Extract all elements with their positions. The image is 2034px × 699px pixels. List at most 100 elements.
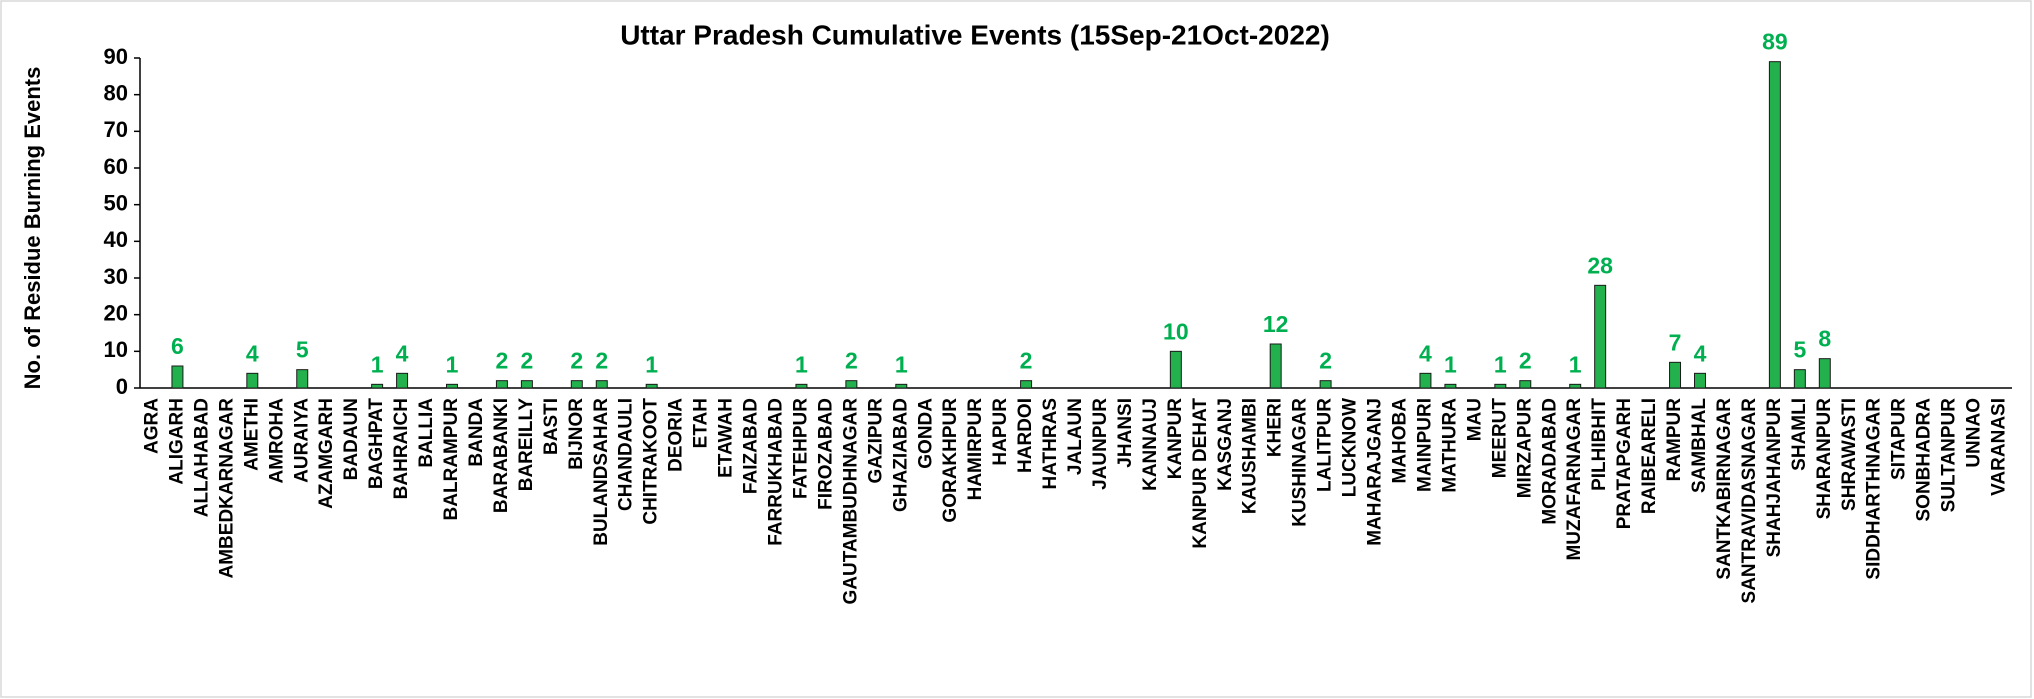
x-tick-label: BANDA (466, 398, 487, 467)
x-tick-label: BULANDSAHAR (591, 398, 612, 546)
data-label: 10 (1163, 318, 1189, 344)
x-tick-label: KANNAUJ (1140, 398, 1161, 491)
x-tick-label: BARABANKI (491, 398, 512, 513)
x-tick-label: BIJNOR (566, 398, 587, 470)
x-tick-label: SHRAWASTI (1839, 398, 1860, 511)
x-tick-label: BASTI (541, 398, 562, 455)
data-label: 2 (1519, 348, 1532, 374)
x-tick-label: MIRZAPUR (1514, 398, 1535, 499)
y-tick-label: 0 (116, 374, 128, 399)
data-label: 1 (1569, 351, 1582, 377)
x-tick-label: DEORIA (666, 398, 687, 472)
x-tick-label: MATHURA (1439, 398, 1460, 493)
x-tick-label: KHERI (1265, 398, 1286, 457)
x-tick-label: MAHOBA (1389, 398, 1410, 484)
bar (296, 369, 309, 389)
x-tick-label: SIDDHARTHNAGAR (1864, 398, 1885, 580)
chart-title: Uttar Pradesh Cumulative Events (15Sep-2… (620, 19, 1330, 50)
y-axis-label: No. of Residue Burning Events (20, 67, 45, 390)
x-tick-label: MUZAFARNAGAR (1564, 398, 1585, 561)
x-tick-label: GAUTAMBUDHNAGAR (840, 398, 861, 605)
x-tick-label: JALAUN (1065, 398, 1086, 475)
x-tick-label: GAZIPUR (865, 398, 886, 484)
bar (171, 365, 184, 389)
x-tick-label: JAUNPUR (1090, 398, 1111, 490)
y-tick-label: 60 (104, 154, 128, 179)
bar (396, 372, 409, 389)
data-label: 6 (171, 333, 184, 359)
x-tick-label: SHARANPUR (1814, 398, 1835, 520)
x-tick-label: MORADABAD (1539, 398, 1560, 525)
x-tick-label: FARRUKHABAD (765, 398, 786, 546)
x-tick-label: UNNAO (1964, 398, 1985, 468)
x-tick-label: LUCKNOW (1340, 398, 1361, 497)
x-tick-label: AGRA (141, 398, 162, 454)
x-tick-label: KASGANJ (1215, 398, 1236, 491)
bar (595, 380, 608, 389)
x-tick-label: FIROZABAD (815, 398, 836, 510)
bar (1818, 358, 1831, 389)
bar (1793, 369, 1806, 389)
data-label: 2 (1319, 348, 1332, 374)
x-tick-label: PILHIBHIT (1589, 398, 1610, 491)
data-label: 4 (1419, 340, 1432, 366)
bar (1419, 372, 1432, 389)
bar (1494, 383, 1507, 389)
bar (246, 372, 259, 389)
x-tick-label: AZAMGARH (316, 398, 337, 509)
x-tick-label: CHITRAKOOT (641, 398, 662, 525)
bar (1169, 350, 1182, 389)
x-tick-label: RAMPUR (1664, 398, 1685, 482)
data-label: 89 (1762, 29, 1788, 55)
bar (1020, 380, 1033, 389)
data-label: 2 (1020, 348, 1033, 374)
x-tick-label: SITAPUR (1889, 398, 1910, 480)
x-tick-label: KUSHINAGAR (1290, 398, 1311, 527)
bar (645, 383, 658, 389)
x-tick-label: BAHRAICH (391, 398, 412, 499)
bar (1569, 383, 1582, 389)
x-tick-label: MAU (1464, 398, 1485, 441)
data-label: 5 (1793, 337, 1806, 363)
y-tick-label: 40 (104, 227, 128, 252)
x-tick-label: RAIBEARELI (1639, 398, 1660, 514)
data-label: 2 (570, 348, 583, 374)
x-tick-label: LALITPUR (1315, 398, 1336, 492)
data-label: 1 (895, 351, 908, 377)
data-label: 8 (1818, 326, 1831, 352)
y-tick-label: 50 (104, 190, 128, 215)
data-label: 28 (1587, 252, 1613, 278)
x-tick-label: FATEHPUR (790, 398, 811, 499)
bar (1768, 61, 1781, 389)
data-label: 4 (396, 340, 409, 366)
data-label: 1 (446, 351, 459, 377)
data-label: 12 (1263, 311, 1289, 337)
bar (371, 383, 384, 389)
data-label: 2 (595, 348, 608, 374)
x-tick-label: ALLAHABAD (191, 398, 212, 517)
bar (495, 380, 508, 389)
data-label: 1 (371, 351, 384, 377)
data-label: 4 (246, 340, 259, 366)
x-tick-label: HARDOI (1015, 398, 1036, 473)
data-label: 5 (296, 337, 309, 363)
x-tick-label: SHAHJAHANPUR (1764, 398, 1785, 558)
x-tick-label: AMBEDKARNAGAR (216, 398, 237, 579)
x-tick-label: SAMBHAL (1689, 398, 1710, 493)
bar (1444, 383, 1457, 389)
data-label: 2 (496, 348, 509, 374)
bar (520, 380, 533, 389)
x-tick-label: MAHARAJGANJ (1365, 398, 1386, 546)
bar (845, 380, 858, 389)
x-tick-label: SANTRAVIDASNAGAR (1739, 398, 1760, 604)
data-label: 1 (1494, 351, 1507, 377)
x-tick-label: PRATAPGARH (1614, 398, 1635, 529)
bar (446, 383, 458, 389)
x-tick-label: ALIGARH (166, 398, 187, 485)
x-tick-label: GHAZIABAD (890, 398, 911, 512)
x-tick-label: BADAUN (341, 398, 362, 480)
bar (570, 380, 583, 389)
x-tick-label: BAREILLY (516, 398, 537, 492)
x-tick-label: KANPUR DEHAT (1190, 398, 1211, 549)
